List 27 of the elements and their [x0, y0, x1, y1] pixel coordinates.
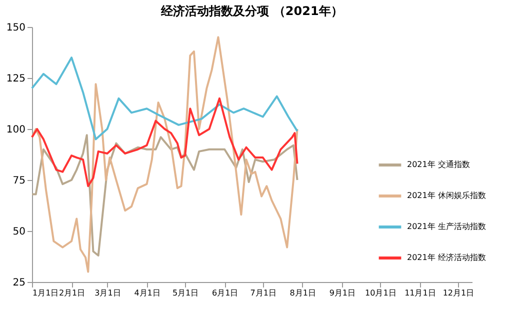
x-tick-label: 9月1日 — [329, 288, 356, 298]
y-tick-label: 25 — [12, 278, 26, 288]
x-tick-label: 11月1日 — [404, 288, 436, 298]
x-tick-label: 1月1日 — [32, 288, 59, 298]
legend-label: 2021年 生产活动指数 — [407, 222, 486, 231]
legend-label: 2021年 交通指数 — [407, 160, 470, 169]
x-tick-label: 3月1日 — [94, 288, 121, 298]
line-series — [31, 56, 298, 140]
y-tick-label: 100 — [6, 124, 26, 136]
x-tick-label: 5月1日 — [172, 288, 199, 298]
x-tick-label: 4月1日 — [134, 288, 160, 298]
x-tick-label: 7月1日 — [250, 288, 276, 298]
x-tick-label: 10月1日 — [365, 288, 396, 298]
line-series — [31, 97, 298, 188]
legend-label: 2021年 休闲娱乐指数 — [407, 191, 486, 200]
x-tick-label: 12月1日 — [442, 288, 474, 298]
line-series — [31, 36, 298, 273]
y-tick-label: 125 — [6, 74, 26, 84]
x-tick-label: 8月1日 — [290, 288, 316, 298]
y-tick-label: 75 — [12, 176, 26, 186]
y-tick-label: 50 — [12, 226, 26, 238]
x-tick-label: 6月1日 — [212, 288, 238, 298]
line-series — [31, 134, 298, 256]
y-tick-label: 150 — [6, 22, 26, 34]
x-tick-label: 2月1日 — [58, 288, 86, 298]
chart-title: 经济活动指数及分项 （2021年） — [160, 4, 343, 18]
legend-label: 2021年 经济活动指数 — [407, 253, 486, 262]
